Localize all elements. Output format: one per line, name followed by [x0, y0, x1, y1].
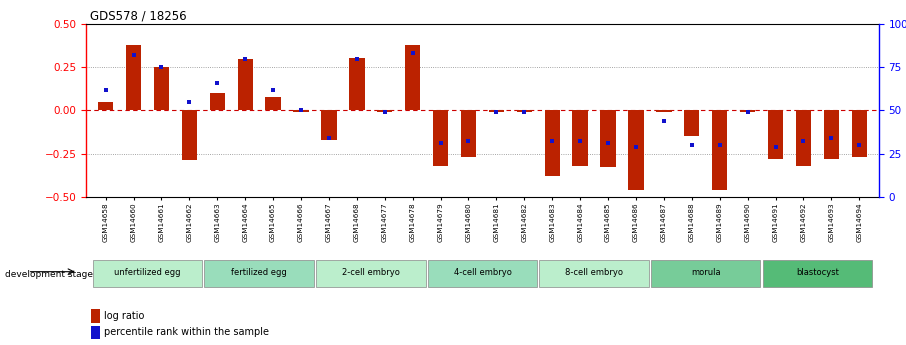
Bar [91, 309, 100, 323]
Bar [656, 110, 671, 112]
Bar [405, 45, 420, 110]
Text: development stage: development stage [5, 270, 92, 279]
Bar [322, 110, 337, 140]
Bar [182, 110, 197, 160]
Bar [795, 110, 811, 166]
Bar [237, 59, 253, 110]
Bar [740, 110, 756, 112]
Bar [461, 110, 477, 157]
Bar [209, 93, 225, 110]
Bar [824, 110, 839, 159]
Bar [265, 97, 281, 110]
Bar [433, 110, 448, 166]
Bar [545, 110, 560, 176]
Bar [92, 260, 202, 287]
Bar [763, 260, 872, 287]
Text: percentile rank within the sample: percentile rank within the sample [104, 327, 269, 337]
Bar [573, 110, 588, 166]
Bar [601, 110, 616, 167]
Bar [316, 260, 426, 287]
Bar [377, 110, 392, 112]
Bar [91, 326, 100, 339]
Bar [488, 110, 504, 112]
Text: unfertilized egg: unfertilized egg [114, 268, 180, 277]
Text: GDS578 / 18256: GDS578 / 18256 [90, 10, 187, 23]
Bar [539, 260, 649, 287]
Bar [651, 260, 760, 287]
Bar [205, 260, 313, 287]
Bar [516, 110, 532, 112]
Text: morula: morula [691, 268, 720, 277]
Bar [349, 58, 364, 110]
Bar [628, 110, 643, 190]
Bar [98, 102, 113, 110]
Bar [684, 110, 699, 136]
Bar [768, 110, 783, 159]
Bar [712, 110, 728, 190]
Text: log ratio: log ratio [104, 311, 145, 321]
Bar [428, 260, 537, 287]
Text: 8-cell embryo: 8-cell embryo [565, 268, 623, 277]
Bar [294, 110, 309, 112]
Bar [154, 67, 169, 110]
Text: 2-cell embryo: 2-cell embryo [342, 268, 400, 277]
Text: blastocyst: blastocyst [796, 268, 839, 277]
Text: fertilized egg: fertilized egg [231, 268, 287, 277]
Text: 4-cell embryo: 4-cell embryo [454, 268, 511, 277]
Bar [852, 110, 867, 157]
Bar [126, 45, 141, 110]
